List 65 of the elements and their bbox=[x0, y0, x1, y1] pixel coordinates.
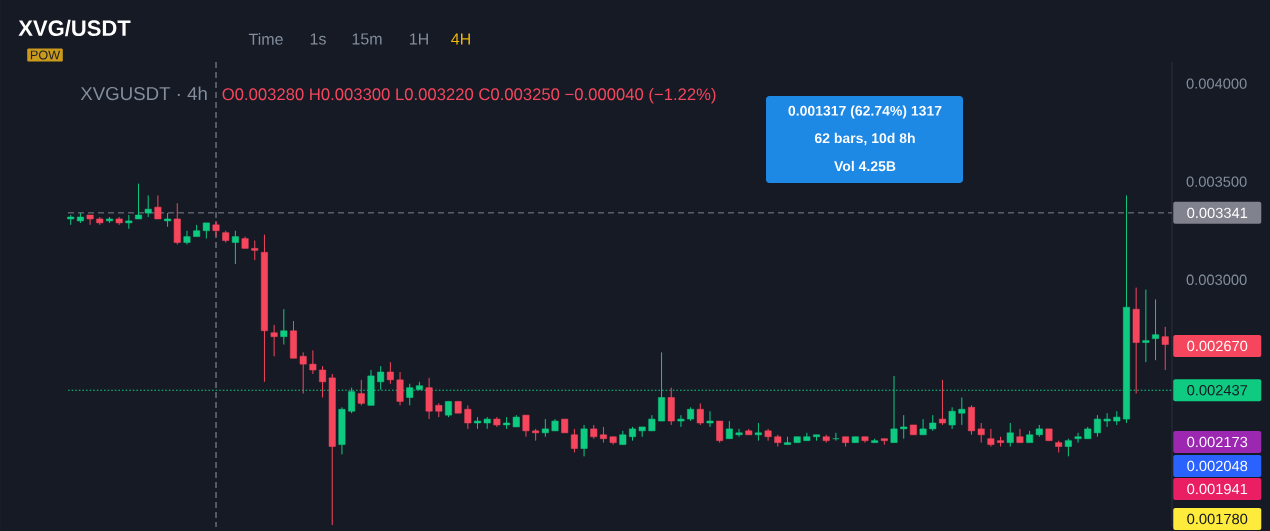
candlestick bbox=[919, 418, 927, 436]
candlestick bbox=[522, 414, 530, 438]
text: Time bbox=[248, 33, 283, 45]
candlestick bbox=[144, 194, 152, 218]
candlestick bbox=[580, 424, 588, 457]
candlestick bbox=[1093, 414, 1101, 438]
text: 0.002670 bbox=[1187, 340, 1248, 352]
candlestick bbox=[135, 183, 142, 220]
candlestick bbox=[154, 194, 162, 220]
candlestick bbox=[396, 371, 404, 406]
annotation: Vol 4.25B bbox=[834, 160, 896, 172]
candlestick bbox=[1103, 412, 1111, 428]
candlestick bbox=[900, 414, 908, 440]
text: POW bbox=[30, 50, 61, 60]
text: 1H bbox=[410, 33, 428, 45]
candlestick bbox=[677, 414, 685, 428]
candlestick bbox=[173, 202, 181, 245]
text: 1s bbox=[310, 33, 326, 45]
candlestick bbox=[280, 308, 288, 346]
candlestick bbox=[309, 349, 317, 375]
candlestick bbox=[231, 230, 239, 265]
text: 0.001780 bbox=[1187, 513, 1248, 525]
candlestick bbox=[86, 214, 94, 226]
candlestick bbox=[987, 428, 995, 448]
candlestick bbox=[706, 410, 714, 428]
candlestick bbox=[425, 377, 433, 420]
candlestick bbox=[667, 387, 675, 426]
candlestick bbox=[299, 351, 307, 395]
candlestick bbox=[212, 220, 220, 238]
candlestick bbox=[251, 240, 259, 261]
ref-line-label: 0.003341 bbox=[1187, 207, 1248, 219]
candlestick bbox=[696, 402, 704, 426]
text: 0.002048 bbox=[1187, 460, 1248, 472]
text: XVGUSDT · 4h bbox=[80, 86, 207, 101]
y-tick-label: 0.004000 bbox=[1186, 78, 1247, 89]
text: 0.001941 bbox=[1187, 483, 1248, 495]
text: 15m bbox=[352, 33, 382, 45]
candlestick bbox=[958, 396, 966, 426]
candlestick bbox=[357, 379, 365, 406]
annotation: 0.001317 (62.74%) 1317 bbox=[788, 105, 942, 119]
candlestick bbox=[977, 422, 985, 444]
candlestick bbox=[464, 404, 472, 430]
text: 0.002173 bbox=[1187, 436, 1248, 448]
candlestick bbox=[716, 420, 724, 444]
candlestick bbox=[1152, 298, 1159, 361]
candlestick bbox=[270, 324, 278, 357]
text: 4H bbox=[451, 33, 470, 45]
candlestick bbox=[938, 379, 946, 426]
candlestick bbox=[1161, 326, 1169, 371]
chart-title: XVG/USDT bbox=[18, 19, 131, 37]
candlestick bbox=[1016, 428, 1024, 444]
candlestick bbox=[386, 361, 394, 385]
candlestick bbox=[1142, 289, 1150, 363]
annotation: O0.003280 H0.003300 L0.003220 C0.003250 −0.000040 (−1.22%) bbox=[222, 87, 716, 104]
annotation: 62 bars, 10d 8h bbox=[814, 132, 915, 146]
candlestick bbox=[968, 404, 975, 436]
candlestick bbox=[1006, 422, 1014, 448]
candlestick bbox=[1074, 432, 1082, 444]
candlestick bbox=[319, 365, 327, 398]
candlestick bbox=[735, 428, 743, 438]
ref-line-label: 0.002437 bbox=[1187, 385, 1248, 396]
y-tick-label: 0.003000 bbox=[1186, 274, 1247, 285]
y-tick-label: 0.003500 bbox=[1186, 176, 1247, 187]
candlestick bbox=[570, 428, 578, 453]
candlestick bbox=[948, 406, 956, 430]
